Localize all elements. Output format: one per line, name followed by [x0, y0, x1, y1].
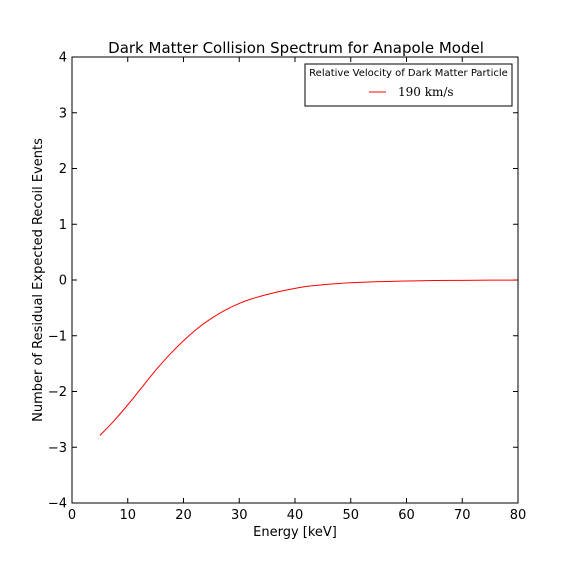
series-layer	[99, 279, 519, 436]
legend-label-190: 190 km/s	[398, 85, 454, 99]
x-tick-label: 20	[175, 508, 192, 523]
x-tick-label: 60	[398, 508, 415, 523]
series-line-0	[99, 279, 519, 436]
y-tick-label: 3	[59, 106, 67, 121]
x-tick-label: 70	[454, 508, 471, 523]
x-tick-label: 30	[231, 508, 248, 523]
x-tick-label: 80	[510, 508, 527, 523]
plot-frame	[71, 56, 519, 504]
y-tick-label: 1	[59, 218, 67, 233]
legend: Relative Velocity of Dark Matter Particl…	[304, 63, 513, 107]
x-axis-label: Energy [keV]	[253, 525, 337, 540]
chart-title: Dark Matter Collision Spectrum for Anapo…	[108, 39, 484, 57]
y-tick-label: −4	[48, 497, 67, 512]
x-tick-label: 40	[287, 508, 304, 523]
y-tick-label: 2	[59, 162, 67, 177]
legend-box	[304, 63, 513, 107]
y-tick-label: 0	[59, 274, 67, 289]
x-tick-label: 0	[68, 508, 76, 523]
x-tick-label: 10	[119, 508, 136, 523]
legend-title: Relative Velocity of Dark Matter Particl…	[309, 68, 508, 79]
y-tick-label: −3	[48, 441, 67, 456]
y-tick-label: −2	[48, 385, 67, 400]
y-tick-label: −1	[48, 329, 67, 344]
axis-ticks: 0 10 20 30 40 50 60 70 80 −4 −3 −2 −1 0 1 2 3 4	[48, 51, 526, 524]
y-axis-label: Number of Residual Expected Recoil Event…	[31, 138, 46, 422]
x-tick-label: 50	[342, 508, 359, 523]
y-tick-label: 4	[59, 51, 67, 66]
